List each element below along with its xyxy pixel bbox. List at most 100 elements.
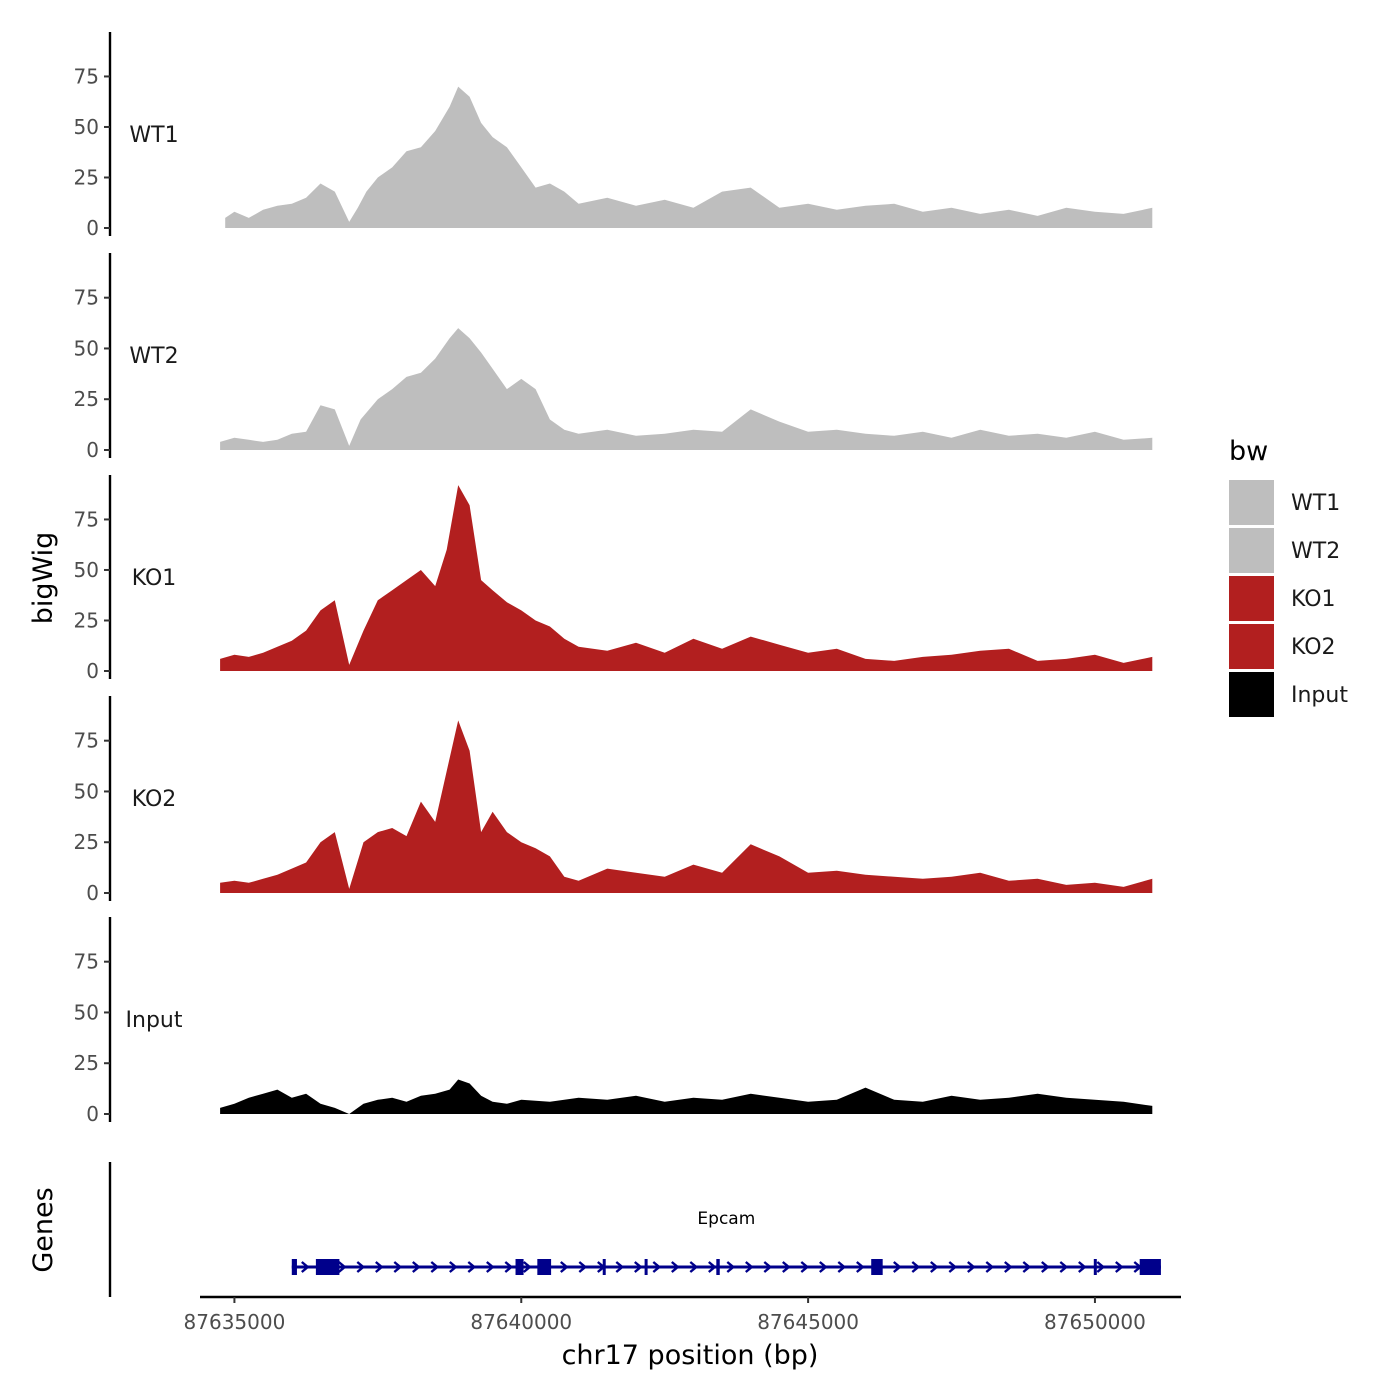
exon [291,1259,297,1275]
signal-area-input [220,1079,1153,1114]
strand-arrow [652,1261,662,1273]
strand-arrow [523,1261,532,1273]
strand-arrow [615,1261,625,1273]
legend-label-ko1: KO1 [1291,587,1336,612]
signal-area-wt1 [225,86,1153,228]
y-tick-label: 25 [74,608,99,632]
y-tick-label: 0 [86,659,99,683]
legend-key-wt2 [1229,528,1274,573]
strand-arrow [578,1261,588,1273]
legend-label-wt1: WT1 [1291,491,1340,516]
legend-title: bw [1229,436,1268,467]
track-ko1: 0 25 50 75 KO1 [74,475,1153,683]
strand-arrow [708,1261,717,1273]
strand-arrow [393,1261,403,1273]
strand-arrow [800,1261,810,1273]
strand-arrow [763,1261,773,1273]
x-axis: 87635000 87640000 87645000 87650000 [184,1295,1181,1334]
strand-arrow [560,1261,569,1273]
signal-area-ko2 [220,720,1153,893]
strand-arrow [782,1261,791,1273]
strand-arrow [985,1261,995,1273]
strand-arrow [856,1261,865,1273]
x-tick-label: 87635000 [184,1310,286,1334]
exon [537,1259,552,1275]
strand-arrow [301,1261,310,1273]
exon [871,1259,883,1275]
y-tick-label: 75 [74,729,99,753]
strand-arrow [356,1261,366,1273]
legend-key-ko2 [1229,624,1274,669]
strand-arrow [1022,1261,1032,1273]
strand-arrow [1078,1261,1087,1273]
gene-label: Epcam [697,1209,755,1229]
y-tick-label: 75 [74,64,99,88]
track-label-wt2: WT2 [129,344,178,369]
strand-arrow [930,1261,939,1273]
track-label-wt1: WT1 [129,123,178,148]
y-tick-label: 25 [74,1051,99,1075]
x-axis-title: chr17 position (bp) [562,1340,819,1371]
legend-key-wt1 [1229,480,1274,525]
track-label-ko1: KO1 [132,566,177,591]
strand-arrow [1041,1261,1050,1273]
y-tick-label: 50 [74,558,99,582]
legend-key-input [1229,672,1274,717]
strand-arrow [375,1261,384,1273]
exon [515,1259,524,1275]
exon [315,1259,340,1275]
strand-arrow [634,1261,643,1273]
y-tick-label: 75 [74,950,99,974]
signal-area-wt2 [220,328,1153,450]
strand-arrow [1004,1261,1013,1273]
exon [1093,1259,1097,1275]
strand-arrow [837,1261,847,1273]
gene-axis-title: Genes [28,1187,59,1272]
y-tick-label: 50 [74,336,99,360]
exon [602,1259,606,1275]
strand-arrow [1059,1261,1069,1273]
exon [1139,1259,1161,1275]
legend: bw WT1 WT2 KO1 KO2 Input [1229,436,1348,717]
track-wt1: 0 25 50 75 WT1 [74,32,1153,240]
signal-tracks: 0 25 50 75 WT1 0 25 50 75 WT2 0 25 50 75 KO1 0 25 50 75 KO2… [74,32,1153,1126]
y-axis-title: bigWig [28,532,59,625]
y-tick-label: 75 [74,286,99,310]
track-label-ko2: KO2 [132,787,177,812]
strand-arrow [819,1261,828,1273]
strand-arrow [486,1261,495,1273]
strand-arrow [671,1261,680,1273]
x-tick-label: 87650000 [1044,1310,1146,1334]
x-tick-label: 87645000 [757,1310,859,1334]
y-tick-label: 50 [74,115,99,139]
signal-area-ko1 [220,485,1153,671]
track-input: 0 25 50 75 Input [74,917,1153,1126]
strand-arrow [467,1261,477,1273]
y-tick-label: 0 [86,438,99,462]
gene-track: Epcam [108,1162,1161,1297]
strand-arrow [1096,1261,1106,1273]
track-ko2: 0 25 50 75 KO2 [74,696,1153,905]
strand-arrow [948,1261,958,1273]
exon [716,1259,720,1275]
strand-arrow [689,1261,699,1273]
strand-arrow [911,1261,921,1273]
track-wt2: 0 25 50 75 WT2 [74,253,1153,462]
strand-arrow [967,1261,976,1273]
y-tick-label: 75 [74,507,99,531]
strand-arrow [726,1261,736,1273]
strand-arrow [430,1261,440,1273]
y-tick-label: 0 [86,881,99,905]
exon [644,1259,648,1275]
strand-arrow [504,1261,514,1273]
track-label-input: Input [126,1008,183,1033]
y-tick-label: 25 [74,165,99,189]
legend-label-wt2: WT2 [1291,539,1340,564]
legend-label-ko2: KO2 [1291,635,1336,660]
y-tick-label: 25 [74,387,99,411]
strand-arrow [338,1261,347,1273]
x-tick-label: 87640000 [470,1310,572,1334]
y-tick-label: 50 [74,1000,99,1024]
strand-arrow [893,1261,902,1273]
